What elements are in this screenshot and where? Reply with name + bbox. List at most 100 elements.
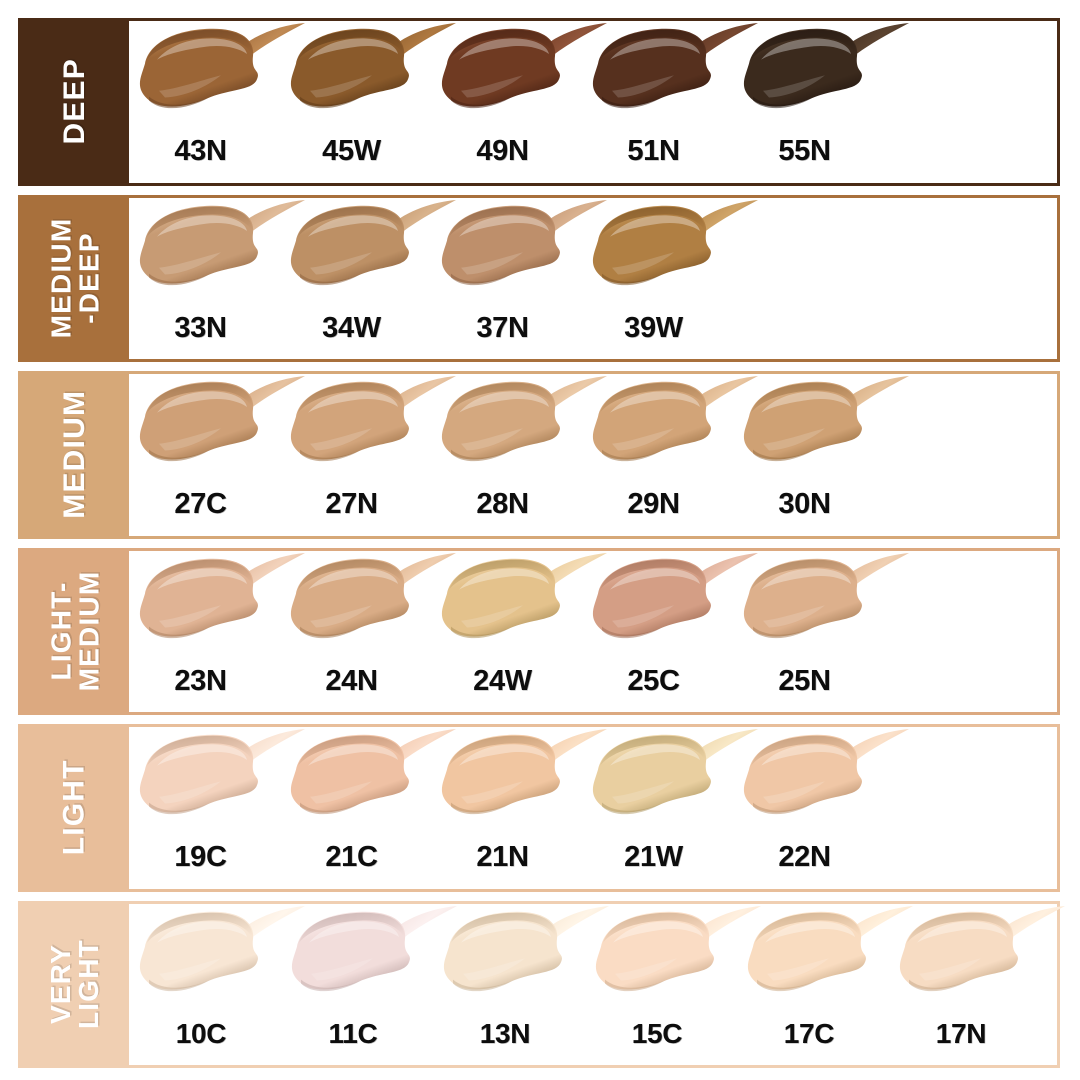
row-label-text: VERY LIGHT	[45, 939, 104, 1030]
swatch-strip: 23N 24N	[129, 551, 1057, 713]
swatch-art	[437, 904, 609, 1020]
swatch-art	[737, 727, 909, 843]
shade-swatch-19c[interactable]: 19C	[133, 727, 305, 889]
shade-swatch-25n[interactable]: 25N	[737, 551, 909, 713]
swatch-gloss-streak	[461, 604, 523, 628]
swatch-rim	[451, 912, 557, 943]
swatch-rim	[751, 29, 857, 60]
swatch-highlight	[157, 214, 247, 237]
shade-swatch-43n[interactable]: 43N	[133, 21, 305, 183]
swatch-tail	[388, 199, 456, 239]
shade-name: 24W	[473, 664, 532, 697]
shade-swatch-29n[interactable]: 29N	[586, 374, 758, 536]
shade-name: 33N	[174, 311, 227, 344]
shade-swatch-21c[interactable]: 21C	[284, 727, 456, 889]
shade-swatch-39w[interactable]: 39W	[586, 198, 758, 360]
swatch-shadow	[149, 449, 209, 462]
shade-swatch-33n[interactable]: 33N	[133, 198, 305, 360]
shade-swatch-13n[interactable]: 13N	[437, 904, 609, 1066]
swatch-tail	[237, 22, 305, 62]
swatch-tail	[539, 552, 607, 592]
swatch-smear	[743, 22, 909, 109]
swatch-rim	[298, 29, 404, 60]
shade-name: 39W	[624, 311, 683, 344]
swatch-tail	[389, 905, 457, 945]
swatch-gloss-streak	[310, 604, 372, 628]
shade-swatch-27n[interactable]: 27N	[284, 374, 456, 536]
shade-swatch-49n[interactable]: 49N	[435, 21, 607, 183]
shade-swatch-55n[interactable]: 55N	[737, 21, 909, 183]
shade-swatch-24n[interactable]: 24N	[284, 551, 456, 713]
swatch-body	[592, 734, 711, 813]
swatch-strip: 19C 21C	[129, 727, 1057, 889]
swatch-highlight	[461, 920, 551, 943]
swatch-rim	[600, 382, 706, 413]
shade-swatch-11c[interactable]: 11C	[285, 904, 457, 1066]
shade-row-medium-deep: MEDIUM -DEEP 33N	[18, 194, 1060, 362]
swatch-shadow	[451, 449, 511, 462]
swatch-gloss-streak	[612, 781, 674, 804]
row-label-text: MEDIUM -DEEP	[45, 217, 104, 339]
shade-swatch-22n[interactable]: 22N	[737, 727, 909, 889]
shade-swatch-45w[interactable]: 45W	[284, 21, 456, 183]
swatch-shadow	[602, 626, 662, 638]
swatch-shadow	[602, 449, 662, 462]
shade-swatch-24w[interactable]: 24W	[435, 551, 607, 713]
shade-swatch-28n[interactable]: 28N	[435, 374, 607, 536]
swatch-body	[592, 381, 711, 460]
swatch-body	[592, 558, 711, 637]
swatch-tail	[690, 22, 758, 62]
swatch-gloss-streak	[615, 957, 677, 981]
swatch-strip: 33N 34W	[129, 198, 1057, 360]
row-label-panel: LIGHT- MEDIUM	[21, 550, 129, 712]
swatch-art	[133, 904, 305, 1020]
swatch-art	[435, 374, 607, 490]
shade-name: 21N	[476, 841, 529, 874]
swatch-gloss-streak	[612, 251, 674, 275]
swatch-gloss-streak	[461, 781, 523, 804]
swatch-shadow	[451, 802, 511, 815]
swatch-art	[589, 904, 761, 1020]
swatch-highlight	[459, 214, 549, 237]
swatch-shadow	[605, 979, 665, 991]
swatch-tail	[237, 199, 305, 239]
shade-swatch-37n[interactable]: 37N	[435, 198, 607, 360]
swatch-shadow	[451, 273, 511, 285]
shade-swatch-21n[interactable]: 21N	[435, 727, 607, 889]
row-label-text: MEDIUM	[57, 390, 91, 520]
shade-row-light-medium: LIGHT- MEDIUM 23N	[18, 547, 1060, 715]
swatch-rim	[449, 206, 555, 237]
swatch-rim	[600, 559, 706, 590]
swatch-highlight	[308, 391, 398, 413]
swatch-shadow	[451, 626, 511, 638]
swatch-gloss-streak	[159, 428, 221, 451]
shade-swatch-17n[interactable]: 17N	[893, 904, 1065, 1066]
swatch-tail	[690, 375, 758, 415]
row-label-panel: MEDIUM -DEEP	[21, 197, 129, 359]
swatch-highlight	[761, 391, 851, 413]
swatch-highlight	[459, 38, 549, 60]
swatch-body	[443, 911, 562, 990]
swatch-art	[586, 21, 758, 137]
swatch-highlight	[157, 920, 247, 943]
swatch-tail	[539, 728, 607, 768]
shade-swatch-17c[interactable]: 17C	[741, 904, 913, 1066]
shade-name: 25C	[627, 664, 680, 697]
swatch-tail	[237, 728, 305, 768]
shade-swatch-27c[interactable]: 27C	[133, 374, 305, 536]
swatch-art	[435, 198, 607, 314]
shade-swatch-34w[interactable]: 34W	[284, 198, 456, 360]
swatch-highlight	[157, 391, 247, 413]
shade-name: 49N	[476, 135, 529, 168]
swatch-gloss-streak	[310, 428, 372, 451]
swatch-tail	[845, 905, 913, 945]
shade-swatch-21w[interactable]: 21W	[586, 727, 758, 889]
shade-swatch-10c[interactable]: 10C	[133, 904, 305, 1066]
shade-swatch-25c[interactable]: 25C	[586, 551, 758, 713]
swatch-art	[586, 198, 758, 314]
shade-swatch-15c[interactable]: 15C	[589, 904, 761, 1066]
shade-swatch-23n[interactable]: 23N	[133, 551, 305, 713]
shade-swatch-30n[interactable]: 30N	[737, 374, 909, 536]
shade-swatch-51n[interactable]: 51N	[586, 21, 758, 183]
swatch-art	[284, 21, 456, 137]
